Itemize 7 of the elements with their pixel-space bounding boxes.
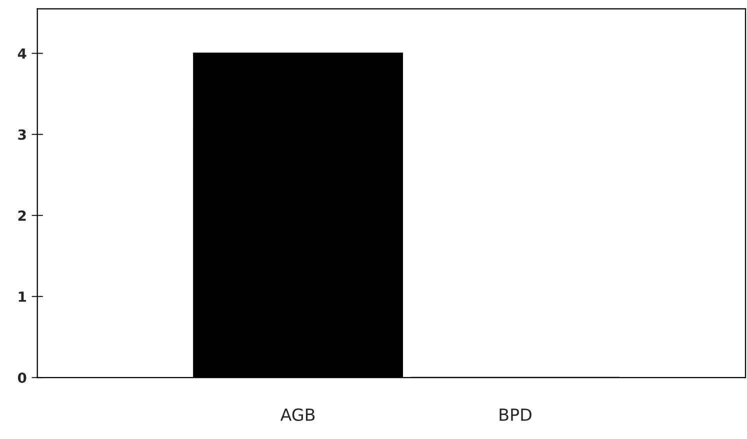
x-tick-label: AGB [280, 408, 315, 421]
x-tick-label: BPD [500, 408, 532, 421]
y-tick-label: 0 [18, 372, 26, 384]
y-tick-label: 3 [18, 129, 26, 140]
y-tick-label: 4 [18, 48, 26, 59]
y-tick-label: 2 [18, 210, 26, 221]
y-tick-label: 1 [18, 292, 26, 302]
